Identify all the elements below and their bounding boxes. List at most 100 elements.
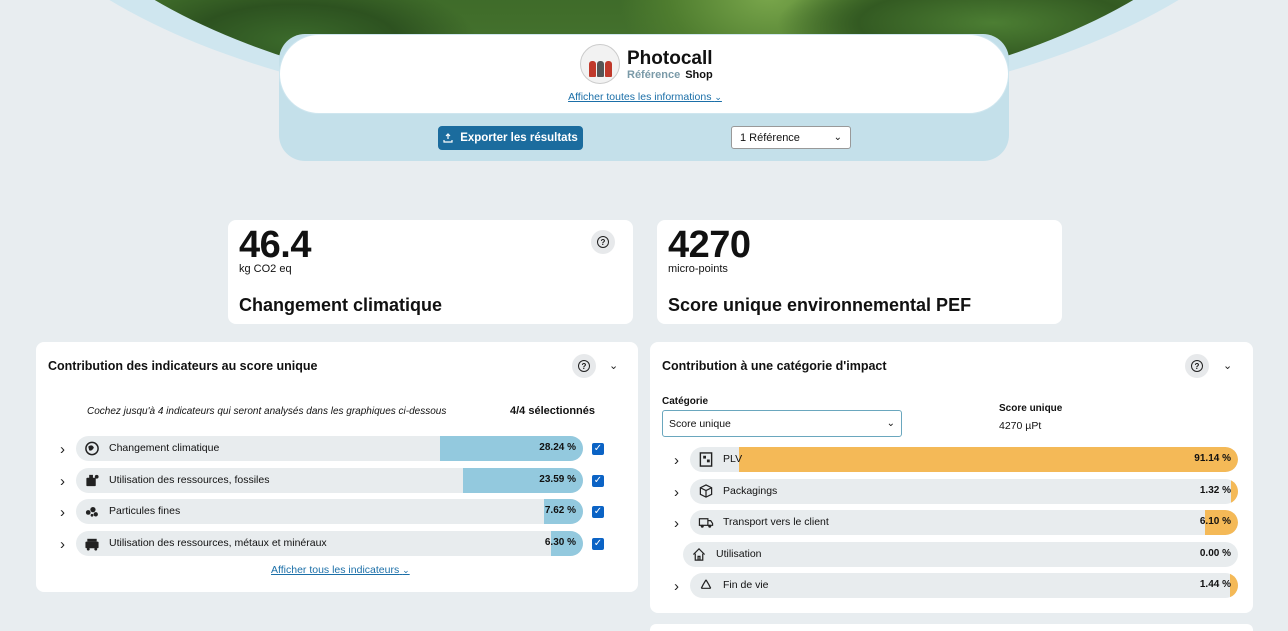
score-unit: micro-points <box>668 263 728 275</box>
contribution-bar-fill <box>1230 573 1238 598</box>
collapse-chevron-icon[interactable]: ⌄ <box>1223 360 1233 372</box>
indicator-checkbox[interactable]: ✓ <box>592 506 604 518</box>
contribution-label: Packagings <box>723 484 778 497</box>
expand-chevron-icon[interactable]: › <box>60 441 65 458</box>
fine-particles-icon <box>85 507 98 517</box>
contribution-label: PLV <box>723 453 743 465</box>
category-select-value: Score unique <box>669 417 731 430</box>
contribution-label: Utilisation des ressources, fossiles <box>109 473 270 486</box>
home-icon <box>692 547 706 561</box>
help-icon: ? <box>597 236 609 248</box>
contribution-value: 1.32 % <box>1199 484 1231 496</box>
contribution-label: Transport vers le client <box>723 516 829 528</box>
chevron-down-icon: ⌄ <box>402 565 410 575</box>
export-results-button[interactable]: Exporter les résultats <box>438 126 583 150</box>
selection-hint: Cochez jusqu'à 4 indicateurs qui seront … <box>87 406 447 417</box>
expand-chevron-icon[interactable]: › <box>60 535 65 553</box>
brand-name: Photocall <box>627 48 713 69</box>
expand-chevron-icon[interactable]: › <box>60 472 65 490</box>
collapse-chevron-icon[interactable]: ⌄ <box>609 360 619 372</box>
expand-chevron-icon[interactable]: › <box>674 452 679 469</box>
chevron-down-icon: ⌄ <box>833 132 842 143</box>
contribution-value: 91.14 % <box>1194 453 1231 464</box>
brand-shop: Shop <box>685 69 713 81</box>
score-title: Score unique environnemental PEF <box>668 295 972 315</box>
contribution-bar-fill <box>738 447 1238 472</box>
indicator-checkbox[interactable]: ✓ <box>592 537 604 550</box>
brand-card: Photocall Référence Shop Afficher toutes … <box>279 34 1009 114</box>
contribution-bar-fill <box>463 467 583 493</box>
contribution-bar[interactable]: Utilisation 0.00 % <box>683 541 1238 567</box>
truck-icon <box>698 518 714 528</box>
plv-display-icon <box>699 452 713 467</box>
contribution-value: 28.24 % <box>539 442 576 453</box>
help-button[interactable]: ? <box>1185 354 1209 378</box>
expand-chevron-icon[interactable]: › <box>674 515 679 532</box>
show-all-info-label: Afficher toutes les informations <box>568 91 712 103</box>
recycle-icon <box>700 579 712 589</box>
contribution-bar[interactable]: Utilisation des ressources, métaux et mi… <box>76 530 583 556</box>
contribution-value: 6.10 % <box>1199 516 1231 527</box>
show-all-indicators-link[interactable]: Afficher tous les indicateurs ⌄ <box>271 564 410 576</box>
score-value: 46.4 <box>239 224 311 266</box>
reference-select-value: 1 Référence <box>740 131 800 144</box>
upload-icon <box>443 133 453 143</box>
indicator-contribution-panel: Contribution des indicateurs au score un… <box>36 342 638 592</box>
reference-select[interactable]: 1 Référence ⌄ <box>731 126 851 149</box>
impact-category-panel: Contribution à une catégorie d'impact ? … <box>650 342 1253 613</box>
expand-chevron-icon[interactable]: › <box>674 483 679 501</box>
contribution-label: Utilisation <box>716 547 762 560</box>
contribution-value: 1.44 % <box>1199 579 1231 590</box>
panel-title: Contribution des indicateurs au score un… <box>48 359 318 373</box>
category-select[interactable]: Score unique ⌄ <box>662 410 902 437</box>
fossil-resources-icon <box>86 474 99 486</box>
contribution-bar-fill <box>439 436 583 461</box>
pef-score-card: 4270 micro-points Score unique environne… <box>657 220 1062 324</box>
next-panel-edge <box>650 624 1253 631</box>
indicator-checkbox[interactable]: ✓ <box>592 474 604 487</box>
contribution-bar-fill <box>544 499 583 524</box>
chevron-down-icon: ⌄ <box>886 418 895 429</box>
contribution-value: 6.30 % <box>544 536 576 548</box>
export-label: Exporter les résultats <box>460 132 578 144</box>
package-icon <box>699 483 713 498</box>
show-all-info-link[interactable]: Afficher toutes les informations ⌄ <box>280 91 1010 103</box>
contribution-bar[interactable]: Transport vers le client 6.10 % <box>690 510 1238 535</box>
contribution-value: 0.00 % <box>1199 547 1231 559</box>
minerals-metals-icon <box>85 538 99 551</box>
expand-chevron-icon[interactable]: › <box>674 578 679 595</box>
contribution-bar[interactable]: Particules fines 7.62 % <box>76 499 583 524</box>
contribution-label: Utilisation des ressources, métaux et mi… <box>109 536 327 549</box>
climate-score-card: 46.4 kg CO2 eq Changement climatique ? <box>228 220 633 324</box>
expand-chevron-icon[interactable]: › <box>60 504 65 521</box>
contribution-bar-fill <box>1230 478 1238 504</box>
contribution-bar[interactable]: Fin de vie 1.44 % <box>690 573 1238 598</box>
help-button[interactable]: ? <box>591 230 615 254</box>
contribution-bar[interactable]: PLV 91.14 % <box>690 447 1238 472</box>
score-unique-label: Score unique <box>999 403 1063 414</box>
score-unique-value: 4270 µPt <box>999 420 1042 432</box>
contribution-label: Fin de vie <box>723 579 769 591</box>
score-title: Changement climatique <box>239 295 443 315</box>
avatar <box>580 44 620 84</box>
chevron-down-icon: ⌄ <box>714 92 722 102</box>
contribution-bar[interactable]: Changement climatique 28.24 % <box>76 436 583 461</box>
help-icon: ? <box>578 360 590 372</box>
panel-title: Contribution à une catégorie d'impact <box>662 359 887 373</box>
contribution-bar[interactable]: Packagings 1.32 % <box>690 478 1238 504</box>
help-icon: ? <box>1191 360 1203 372</box>
brand-ref: Référence <box>627 69 681 81</box>
selection-count: 4/4 sélectionnés <box>510 405 595 417</box>
show-all-indicators-label: Afficher tous les indicateurs <box>271 564 400 576</box>
contribution-bar[interactable]: Utilisation des ressources, fossiles 23.5… <box>76 467 583 493</box>
score-unit: kg CO2 eq <box>239 263 292 275</box>
contribution-bar-fill <box>1204 510 1238 535</box>
score-value: 4270 <box>668 224 751 266</box>
contribution-value: 23.59 % <box>539 473 576 485</box>
climate-change-icon <box>85 441 99 456</box>
category-label: Catégorie <box>662 396 709 407</box>
indicator-checkbox[interactable]: ✓ <box>592 443 604 455</box>
help-button[interactable]: ? <box>572 354 596 378</box>
contribution-value: 7.62 % <box>544 505 576 516</box>
contribution-bar-fill <box>551 530 583 556</box>
